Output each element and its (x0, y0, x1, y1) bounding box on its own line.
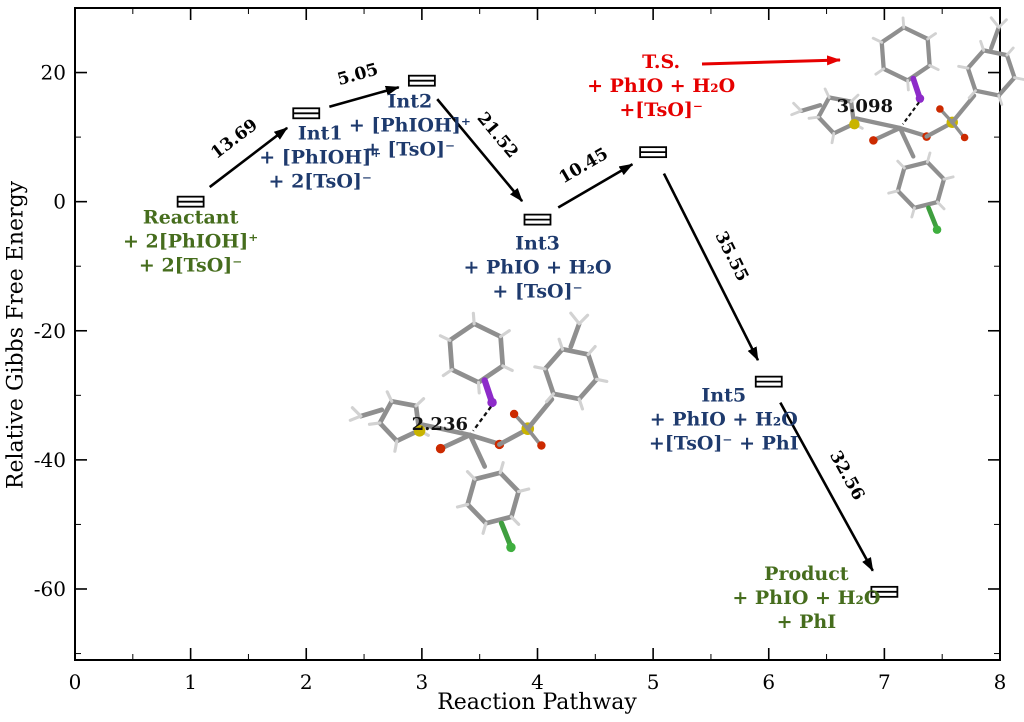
state-label: Int1 (298, 122, 343, 144)
x-tick-label: 3 (416, 670, 429, 694)
x-tick-label: 8 (994, 670, 1007, 694)
transition-arrow (208, 126, 288, 189)
transition-arrow (662, 172, 760, 362)
energy-barrier-label: 21.52 (473, 109, 522, 163)
state-label: + [TsO]⁻ (492, 281, 582, 303)
state-label: Int3 (515, 233, 560, 255)
x-axis-title: Reaction Pathway (437, 690, 637, 715)
state-label: +[TsO]⁻ (619, 99, 703, 121)
bond-distance-label: 2.236 (412, 414, 468, 435)
transition-arrow (779, 402, 874, 572)
state-label: + [PhIOH]⁺ (349, 115, 471, 137)
state-label: + PhIO + H₂O (463, 257, 611, 279)
energy-barrier-label: 13.69 (207, 115, 261, 163)
transition-arrow (557, 163, 634, 209)
x-tick-label: 5 (647, 670, 660, 694)
transition-arrow (436, 98, 524, 202)
x-tick-label: 0 (69, 670, 82, 694)
molecule-structure (348, 311, 609, 553)
x-tick-label: 7 (878, 670, 891, 694)
state-label: + PhIO + H₂O (650, 409, 798, 431)
state-label: + PhIO + H₂O (732, 587, 880, 609)
state-label: + 2[TsO]⁻ (269, 170, 372, 192)
y-axis-title: Relative Gibbs Free Energy (3, 180, 29, 490)
bond-distance-dashed-line (902, 101, 920, 125)
x-tick-label: 2 (300, 670, 313, 694)
state-label: Product (764, 563, 849, 585)
state-label: + PhIO + H₂O (587, 75, 735, 97)
state-label: Int5 (701, 385, 746, 407)
state-label: + PhI (777, 611, 837, 633)
molecule-structure (790, 16, 1024, 234)
y-tick-label: -60 (34, 577, 66, 601)
x-tick-label: 1 (184, 670, 197, 694)
state-label: T.S. (642, 51, 680, 73)
state-label: + 2[PhIOH]⁺ (123, 231, 258, 253)
state-label: Reactant (143, 207, 239, 229)
x-tick-label: 6 (762, 670, 775, 694)
x-tick-label: 4 (531, 670, 544, 694)
state-label: + [PhIOH]⁺ (259, 146, 381, 168)
y-tick-label: 20 (41, 61, 66, 85)
state-label: Int2 (388, 91, 433, 113)
state-label: +[TsO]⁻ + PhI (649, 433, 799, 455)
y-tick-label: -20 (34, 319, 66, 343)
ts-structure-pointer-arrow (701, 55, 841, 66)
transition-arrow (328, 85, 400, 109)
bond-distance-label: 3.098 (837, 96, 893, 117)
state-label: + [TsO]⁻ (365, 139, 455, 161)
energy-barrier-label: 5.05 (335, 60, 380, 90)
bond-distance-dashed-line (472, 405, 492, 432)
state-label: + 2[TsO]⁻ (139, 255, 242, 277)
y-tick-label: 0 (53, 190, 66, 214)
y-tick-label: -40 (34, 448, 66, 472)
